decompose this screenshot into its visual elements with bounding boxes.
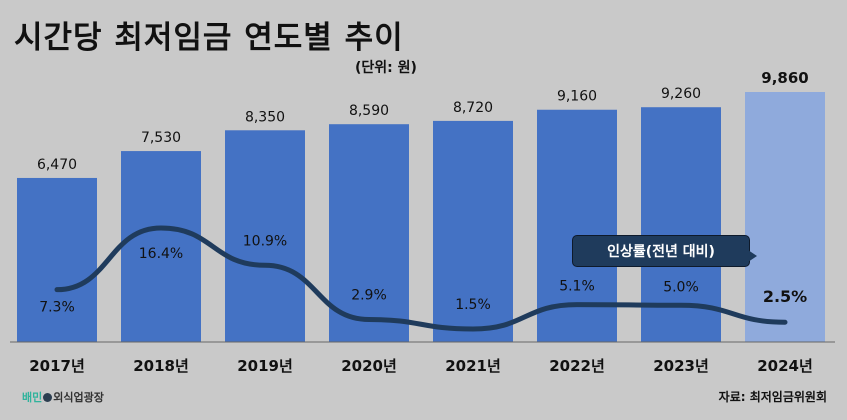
bar-4 (433, 120, 513, 342)
bar-value-label-0: 6,470 (37, 157, 77, 173)
rate-label-4: 1.5% (455, 297, 491, 313)
rate-label-2: 10.9% (243, 233, 287, 249)
rate-label-6: 5.0% (663, 279, 699, 295)
rate-line (54, 225, 788, 332)
x-tick-label-7: 2024년 (757, 357, 813, 375)
rate-label-7: 2.5% (763, 287, 807, 306)
rate-label-0: 7.3% (39, 300, 75, 316)
x-tick-label-2: 2019년 (237, 357, 293, 375)
x-tick-label-4: 2021년 (445, 357, 501, 375)
x-tick-label-5: 2022년 (549, 357, 605, 375)
bar-value-label-2: 8,350 (245, 109, 285, 125)
bar-value-label-1: 7,530 (141, 130, 181, 146)
rate-label-5: 5.1% (559, 279, 595, 295)
bar-7 (745, 92, 825, 342)
x-tick-label-1: 2018년 (133, 357, 189, 375)
legend-rate-series: 인상률(전년 대비) (572, 235, 757, 267)
bar-3 (329, 124, 409, 343)
bar-value-label-7: 9,860 (761, 69, 808, 87)
logo-brand: 배민 (22, 391, 43, 404)
bar-value-label-4: 8,720 (453, 100, 493, 116)
bar-value-label-6: 9,260 (661, 86, 701, 102)
x-tick-label-3: 2020년 (341, 357, 397, 375)
logo-text: 외식업광장 (53, 391, 104, 404)
chart-title: 시간당 최저임금 연도별 추이 (14, 20, 404, 56)
bar-0 (17, 177, 97, 342)
bar-2 (225, 130, 305, 342)
rate-label-3: 2.9% (351, 288, 387, 304)
bar-value-label-3: 8,590 (349, 103, 389, 119)
logo: 배민 외식업광장 (22, 389, 104, 405)
unit-label: (단위: 원) (355, 60, 417, 76)
logo-mark-icon (43, 392, 53, 402)
bar-1 (121, 151, 201, 342)
x-tick-label-6: 2023년 (653, 357, 709, 375)
x-tick-label-0: 2017년 (29, 357, 85, 375)
rate-label-1: 16.4% (139, 246, 183, 262)
bar-value-label-5: 9,160 (557, 89, 597, 105)
source-note: 자료: 최저임금위원회 (718, 390, 827, 404)
